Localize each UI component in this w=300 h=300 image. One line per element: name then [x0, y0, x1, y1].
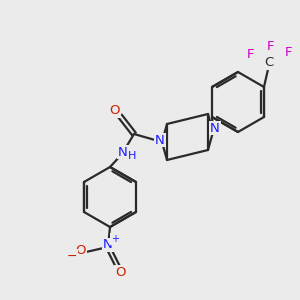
Text: F: F: [247, 49, 255, 62]
Text: N: N: [118, 146, 128, 158]
Text: O: O: [110, 104, 120, 118]
Text: H: H: [128, 151, 136, 161]
Text: C: C: [264, 56, 274, 70]
Text: N: N: [103, 238, 113, 251]
Text: F: F: [285, 46, 293, 59]
Text: O: O: [115, 266, 125, 278]
Text: N: N: [155, 134, 165, 146]
Text: F: F: [267, 40, 275, 53]
Text: O: O: [76, 244, 86, 256]
Text: −: −: [67, 250, 77, 262]
Text: +: +: [111, 234, 119, 244]
Text: N: N: [210, 122, 220, 134]
